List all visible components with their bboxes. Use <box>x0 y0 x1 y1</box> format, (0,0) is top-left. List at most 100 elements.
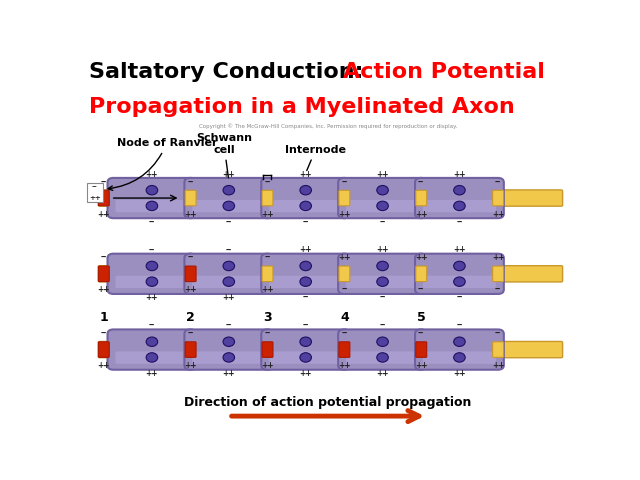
FancyBboxPatch shape <box>416 342 427 357</box>
Text: --: -- <box>495 285 501 294</box>
Text: Action Potential: Action Potential <box>343 62 545 83</box>
Text: --: -- <box>456 217 463 227</box>
FancyBboxPatch shape <box>193 200 265 212</box>
FancyBboxPatch shape <box>415 178 504 218</box>
Text: ++: ++ <box>338 209 351 218</box>
FancyBboxPatch shape <box>87 183 103 203</box>
Ellipse shape <box>377 185 388 195</box>
Text: --: -- <box>148 321 155 330</box>
FancyBboxPatch shape <box>108 253 196 294</box>
Text: Schwann
cell: Schwann cell <box>196 133 252 178</box>
FancyBboxPatch shape <box>185 266 196 282</box>
Text: ++: ++ <box>97 361 110 370</box>
Text: --: -- <box>341 285 348 294</box>
Text: 2: 2 <box>186 311 195 324</box>
FancyBboxPatch shape <box>269 351 342 364</box>
FancyBboxPatch shape <box>338 178 427 218</box>
Text: --: -- <box>418 329 424 338</box>
FancyBboxPatch shape <box>415 253 504 294</box>
Ellipse shape <box>300 201 312 211</box>
FancyBboxPatch shape <box>115 351 188 364</box>
Text: --: -- <box>456 321 463 330</box>
Text: --: -- <box>341 329 348 338</box>
FancyBboxPatch shape <box>185 342 196 357</box>
Ellipse shape <box>146 337 157 347</box>
FancyBboxPatch shape <box>99 341 563 358</box>
Ellipse shape <box>300 337 312 347</box>
FancyBboxPatch shape <box>99 190 109 206</box>
Text: --: -- <box>264 329 271 338</box>
FancyBboxPatch shape <box>339 342 350 357</box>
Text: ++: ++ <box>338 361 351 370</box>
Ellipse shape <box>223 185 235 195</box>
Text: ++: ++ <box>453 245 466 254</box>
FancyBboxPatch shape <box>339 190 350 206</box>
FancyBboxPatch shape <box>423 200 496 212</box>
FancyBboxPatch shape <box>423 351 496 364</box>
Text: ++: ++ <box>376 245 389 254</box>
Ellipse shape <box>146 277 157 287</box>
FancyBboxPatch shape <box>493 342 504 357</box>
Ellipse shape <box>377 337 388 347</box>
Text: ++: ++ <box>97 285 110 294</box>
Text: --: -- <box>148 245 155 254</box>
Ellipse shape <box>300 261 312 271</box>
Text: ++: ++ <box>223 369 235 378</box>
Text: ++: ++ <box>338 253 351 263</box>
Text: ++: ++ <box>146 369 158 378</box>
Text: --: -- <box>264 178 271 187</box>
FancyBboxPatch shape <box>423 276 496 288</box>
FancyBboxPatch shape <box>346 351 419 364</box>
FancyBboxPatch shape <box>115 276 188 288</box>
Text: --: -- <box>418 178 424 187</box>
Ellipse shape <box>223 353 235 362</box>
FancyBboxPatch shape <box>108 329 196 370</box>
Ellipse shape <box>377 353 388 362</box>
Text: --: -- <box>456 293 463 302</box>
Text: ++: ++ <box>300 169 312 179</box>
Text: --: -- <box>100 253 107 263</box>
Ellipse shape <box>454 261 465 271</box>
Text: --: -- <box>92 183 98 190</box>
Text: 1: 1 <box>99 311 108 324</box>
FancyBboxPatch shape <box>338 253 427 294</box>
Text: ++: ++ <box>89 195 100 201</box>
Text: ++: ++ <box>261 209 274 218</box>
Text: --: -- <box>495 178 501 187</box>
Text: --: -- <box>303 321 309 330</box>
Text: ++: ++ <box>261 361 274 370</box>
Ellipse shape <box>146 261 157 271</box>
Text: Direction of action potential propagation: Direction of action potential propagatio… <box>184 396 472 408</box>
Text: ++: ++ <box>184 285 197 294</box>
Text: ++: ++ <box>415 209 428 218</box>
FancyBboxPatch shape <box>193 276 265 288</box>
FancyBboxPatch shape <box>99 266 109 282</box>
FancyBboxPatch shape <box>416 190 427 206</box>
FancyBboxPatch shape <box>185 190 196 206</box>
Ellipse shape <box>454 201 465 211</box>
Text: ++: ++ <box>415 253 428 263</box>
FancyBboxPatch shape <box>184 178 273 218</box>
Text: ++: ++ <box>300 245 312 254</box>
Text: ++: ++ <box>261 285 274 294</box>
FancyBboxPatch shape <box>261 178 350 218</box>
Text: --: -- <box>380 293 386 302</box>
Text: 5: 5 <box>417 311 426 324</box>
FancyBboxPatch shape <box>493 266 504 282</box>
Text: Node of Ranvier: Node of Ranvier <box>108 138 217 191</box>
Text: Internode: Internode <box>285 144 346 170</box>
Text: ++: ++ <box>492 253 504 263</box>
Text: --: -- <box>226 321 232 330</box>
FancyBboxPatch shape <box>269 276 342 288</box>
Text: ++: ++ <box>223 293 235 302</box>
Text: --: -- <box>188 329 194 338</box>
Text: Propagation in a Myelinated Axon: Propagation in a Myelinated Axon <box>89 97 515 117</box>
Text: ++: ++ <box>376 169 389 179</box>
Ellipse shape <box>146 353 157 362</box>
Ellipse shape <box>223 261 235 271</box>
Text: --: -- <box>418 285 424 294</box>
Text: ++: ++ <box>223 169 235 179</box>
Text: ++: ++ <box>146 169 158 179</box>
Ellipse shape <box>300 277 312 287</box>
FancyBboxPatch shape <box>99 190 563 206</box>
